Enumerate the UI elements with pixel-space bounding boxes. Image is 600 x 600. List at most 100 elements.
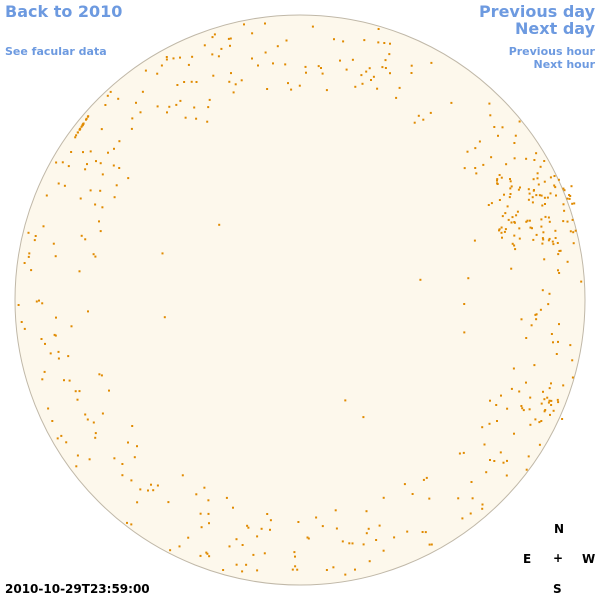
facula-dot [529, 423, 532, 426]
facula-dot [554, 237, 557, 239]
facula-dot [130, 523, 133, 526]
facula-dot [496, 420, 498, 422]
facula-dot [529, 396, 532, 399]
facula-dot [291, 568, 294, 571]
facula-dot [481, 507, 484, 510]
facula-dot [94, 436, 97, 439]
facula-dot [176, 84, 179, 86]
facula-dot [136, 445, 138, 448]
facula-dot [566, 260, 569, 263]
facula-dot [67, 165, 70, 168]
facula-dot [227, 37, 230, 40]
facula-dot [419, 278, 422, 281]
facula-dot [341, 540, 344, 543]
facula-dot [211, 36, 214, 39]
timestamp: 2010-10-29T23:59:00 [5, 582, 150, 596]
facula-dot [345, 68, 348, 71]
facula-dot [354, 568, 356, 571]
facula-dot [257, 64, 259, 67]
facula-dot [41, 378, 44, 381]
facula-dot [540, 194, 543, 197]
facula-dot [527, 455, 530, 458]
facula-dot [535, 318, 538, 321]
facula-dot [509, 178, 511, 180]
facula-dot [509, 187, 512, 190]
facula-dot [78, 390, 81, 393]
facula-dot [378, 524, 381, 527]
previous-day-link[interactable]: Previous day [478, 2, 595, 21]
next-day-link[interactable]: Next day [515, 19, 595, 38]
facula-dot [489, 114, 492, 117]
next-hour-link[interactable]: Next hour [533, 58, 596, 71]
facula-dot [566, 197, 569, 200]
facula-dot [572, 242, 575, 245]
facula-dot [127, 177, 130, 180]
facula-dot [410, 72, 413, 74]
facula-dot [118, 140, 121, 143]
facula-dot [398, 86, 401, 89]
facula-dot [179, 56, 181, 59]
facula-dot [100, 374, 103, 377]
facula-dot [130, 479, 133, 482]
facula-dot [520, 405, 523, 407]
facula-dot [428, 497, 431, 500]
facula-dot [532, 238, 535, 241]
facula-dot [413, 121, 416, 124]
facula-dot [475, 172, 478, 175]
facula-dot [498, 229, 500, 232]
facula-dot [92, 253, 95, 256]
facula-dot [344, 399, 347, 402]
facula-dot [45, 194, 48, 197]
facula-dot [94, 203, 97, 206]
facula-dot [84, 238, 87, 241]
facula-dot [54, 255, 57, 258]
facula-dot [552, 243, 555, 246]
facula-dot [381, 66, 384, 69]
facula-dot [306, 536, 309, 539]
facula-dot [533, 159, 536, 161]
facula-dot [372, 75, 375, 78]
facula-dot [195, 117, 198, 120]
facula-dot [570, 185, 573, 188]
facula-dot [533, 189, 535, 191]
facula-dot [27, 255, 30, 258]
facula-dot [504, 212, 507, 215]
back-year-link[interactable]: Back to 2010 [5, 2, 123, 21]
facula-dot [89, 189, 92, 192]
facula-dot [557, 253, 560, 256]
facula-dot [556, 398, 559, 401]
facula-dot [410, 64, 413, 67]
facula-dot [513, 157, 516, 160]
facula-dot [543, 180, 546, 183]
facula-dot [354, 85, 357, 88]
facula-dot [80, 234, 83, 237]
facula-dot [344, 573, 347, 576]
facula-dot [515, 214, 518, 217]
facula-dot [175, 103, 178, 106]
facula-dot [531, 201, 534, 204]
facula-dot [500, 176, 503, 179]
facula-dot [228, 80, 231, 83]
facula-dot [304, 65, 307, 68]
facula-dot [541, 204, 544, 207]
facular-data-link[interactable]: See facular data [5, 45, 107, 58]
facula-dot [228, 545, 231, 548]
previous-hour-link[interactable]: Previous hour [508, 45, 595, 58]
facula-dot [457, 497, 460, 500]
facula-dot [115, 184, 118, 187]
facula-dot [540, 218, 543, 221]
facula-dot [548, 399, 551, 402]
facula-dot [342, 40, 345, 43]
facula-dot [430, 61, 433, 64]
facula-dot [411, 493, 414, 495]
facula-dot [294, 555, 296, 558]
facula-dot [87, 310, 89, 313]
facula-dot [339, 59, 341, 62]
facula-dot [195, 81, 198, 83]
facula-dot [139, 111, 142, 114]
facula-dot [504, 228, 507, 231]
facula-dot [516, 210, 519, 213]
facula-dot [220, 47, 223, 50]
facular-points [17, 22, 583, 576]
